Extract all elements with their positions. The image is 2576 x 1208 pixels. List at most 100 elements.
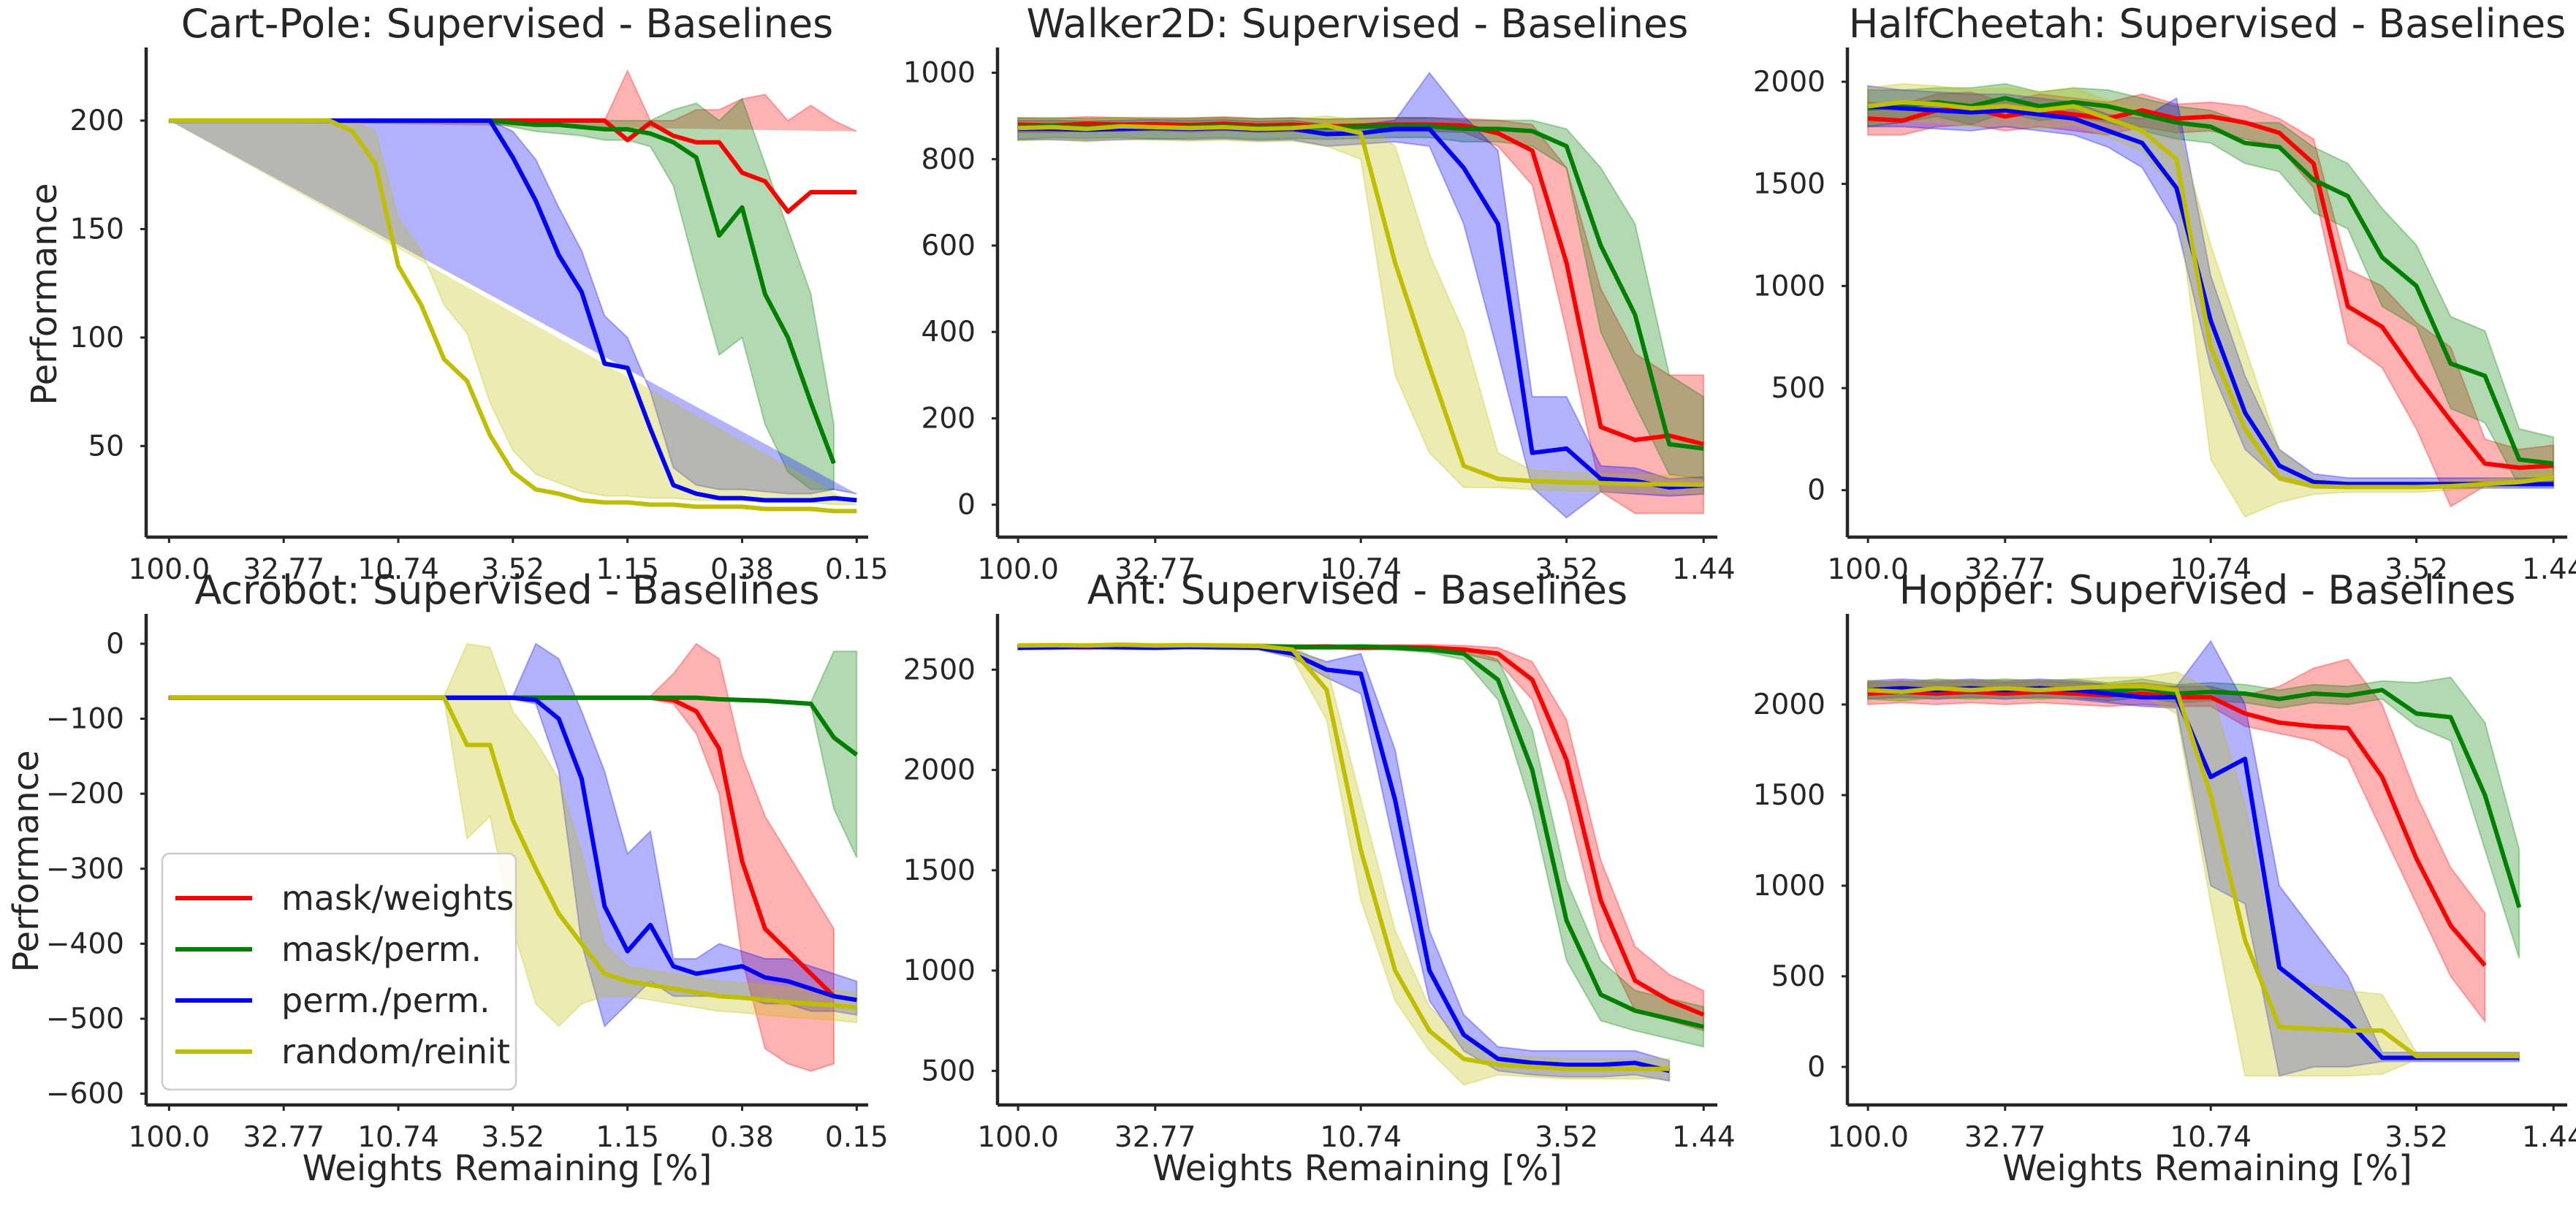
- y-tick-label: 0: [1807, 1051, 1825, 1084]
- series-lines: [1867, 684, 2522, 1060]
- series-lines: [1867, 96, 2554, 490]
- legend: mask/weights mask/perm. perm./perm. random/…: [161, 852, 517, 1091]
- panel-2: 0 500 1000 1500 2000 100.0 32.77 10.74 3.52 1.44 H…: [1753, 1, 2576, 586]
- y-axis-label: Performance: [24, 183, 65, 405]
- y-tick-label: 0: [106, 628, 124, 661]
- line-random_reinit: [1867, 99, 2554, 490]
- y-tick-label: 0: [1807, 474, 1825, 507]
- panel-4: 500 1000 1500 2000 2500 100.0 32.77 10.74 3.52 1.…: [903, 567, 1736, 1189]
- x-tick-label: 0.38: [710, 1121, 774, 1154]
- y-tick-label: 600: [922, 229, 976, 262]
- confidence-bands: [1867, 83, 2555, 518]
- x-tick-label: 100.0: [977, 553, 1059, 586]
- y-tick-label: −500: [46, 1003, 124, 1036]
- band-perm_perm: [1867, 85, 2555, 489]
- x-tick-label: 3.52: [481, 1121, 544, 1154]
- x-tick-label: 32.77: [1114, 1121, 1196, 1154]
- x-tick-label: 1.44: [1672, 1121, 1736, 1154]
- y-tick-label: −400: [46, 927, 124, 960]
- y-tick-label: 500: [1771, 372, 1825, 405]
- y-tick-label: 2000: [1753, 688, 1825, 721]
- band-random_reinit: [1017, 115, 1705, 495]
- y-tick-label: 150: [70, 213, 124, 246]
- line-random_reinit: [1018, 642, 1670, 1071]
- x-tick-label: 32.77: [1114, 553, 1196, 586]
- y-tick-label: 1000: [903, 57, 976, 90]
- x-axis-label: Weights Remaining [%]: [303, 1148, 713, 1189]
- y-tick-label: 1000: [903, 954, 976, 987]
- x-tick-label: 3.52: [2385, 553, 2448, 586]
- band-perm_perm: [1017, 644, 1671, 1082]
- x-tick-label: 0.15: [825, 553, 889, 586]
- panel-5: 0 500 1000 1500 2000 100.0 32.77 10.74 3.52 1.44 H…: [1753, 567, 2576, 1189]
- line-random_reinit: [169, 695, 857, 1010]
- x-axis-label: Weights Remaining [%]: [2002, 1148, 2412, 1189]
- y-tick-label: −100: [46, 703, 124, 736]
- y-tick-label: 500: [922, 1055, 976, 1087]
- series-lines: [169, 695, 859, 1010]
- panel-title: Walker2D: Supervised - Baselines: [1027, 1, 1689, 47]
- band-mask_weights: [1867, 658, 2486, 1024]
- x-tick-label: 10.74: [2170, 1121, 2252, 1154]
- panel-0: 50 100 150 200 100.0 32.77 10.74 3.52 1.15 0.38 0.…: [24, 1, 889, 586]
- band-random_reinit: [1017, 642, 1671, 1086]
- confidence-bands: [168, 69, 857, 506]
- y-tick-label: −600: [46, 1078, 124, 1111]
- legend-label-random_reinit: random/reinit: [281, 1032, 510, 1071]
- confidence-bands: [1867, 639, 2520, 1077]
- x-tick-label: 1.15: [596, 553, 659, 586]
- panel-title: Acrobot: Supervised - Baselines: [194, 567, 819, 613]
- x-tick-label: 1.44: [1672, 553, 1736, 586]
- band-mask_perm: [1017, 116, 1705, 480]
- legend-box: [161, 852, 517, 1091]
- band-perm_perm: [1867, 639, 2520, 1077]
- panel-title: Cart-Pole: Supervised - Baselines: [181, 1, 834, 47]
- confidence-bands: [1017, 71, 1705, 519]
- y-tick-label: 400: [922, 316, 976, 349]
- y-tick-label: 1000: [1753, 270, 1825, 303]
- x-tick-label: 3.52: [1535, 553, 1598, 586]
- band-mask_perm: [1867, 676, 2520, 959]
- series-lines: [1018, 121, 1704, 490]
- series-lines: [1018, 642, 1705, 1074]
- x-tick-label: 10.74: [1320, 1121, 1402, 1154]
- x-tick-label: 10.74: [2170, 553, 2252, 586]
- legend-label-mask_weights: mask/weights: [281, 878, 514, 918]
- x-axis-label: Weights Remaining [%]: [1152, 1148, 1562, 1189]
- series-lines: [169, 118, 857, 514]
- panel-title: Ant: Supervised - Baselines: [1087, 567, 1627, 613]
- x-tick-label: 10.74: [357, 1121, 439, 1154]
- x-tick-label: 32.77: [243, 553, 324, 586]
- x-tick-label: 10.74: [1320, 553, 1402, 586]
- x-tick-label: 1.44: [2522, 553, 2576, 586]
- x-tick-label: 100.0: [1827, 553, 1909, 586]
- line-random_reinit: [169, 118, 857, 514]
- y-tick-label: 200: [70, 105, 124, 137]
- y-tick-label: 50: [88, 430, 124, 463]
- legend-label-perm_perm: perm./perm.: [281, 981, 490, 1020]
- y-tick-label: 1500: [1753, 779, 1825, 812]
- y-tick-label: −300: [46, 853, 124, 886]
- y-tick-label: 1500: [1753, 168, 1825, 201]
- band-mask_weights: [1017, 115, 1705, 514]
- x-tick-label: 0.38: [710, 553, 774, 586]
- y-tick-label: 0: [957, 489, 976, 522]
- x-tick-label: 1.44: [2522, 1121, 2576, 1154]
- y-tick-label: 2500: [903, 653, 976, 686]
- panel-1: 0 200 400 600 800 1000 100.0 32.77 10.74 3.52 1.44…: [903, 1, 1736, 586]
- y-tick-label: 200: [922, 402, 976, 435]
- y-tick-label: 1500: [903, 854, 976, 887]
- y-tick-label: −200: [46, 778, 124, 810]
- x-tick-label: 3.52: [2385, 1121, 2448, 1154]
- x-tick-label: 100.0: [977, 1121, 1059, 1154]
- line-perm_perm: [1867, 104, 2554, 487]
- x-tick-label: 1.15: [596, 1121, 659, 1154]
- confidence-bands: [1017, 642, 1705, 1086]
- band-perm_perm: [1017, 71, 1705, 519]
- y-tick-label: 2000: [903, 754, 976, 787]
- x-tick-label: 0.15: [825, 1121, 889, 1154]
- x-tick-label: 100.0: [1827, 1121, 1909, 1154]
- x-tick-label: 3.52: [1535, 1121, 1598, 1154]
